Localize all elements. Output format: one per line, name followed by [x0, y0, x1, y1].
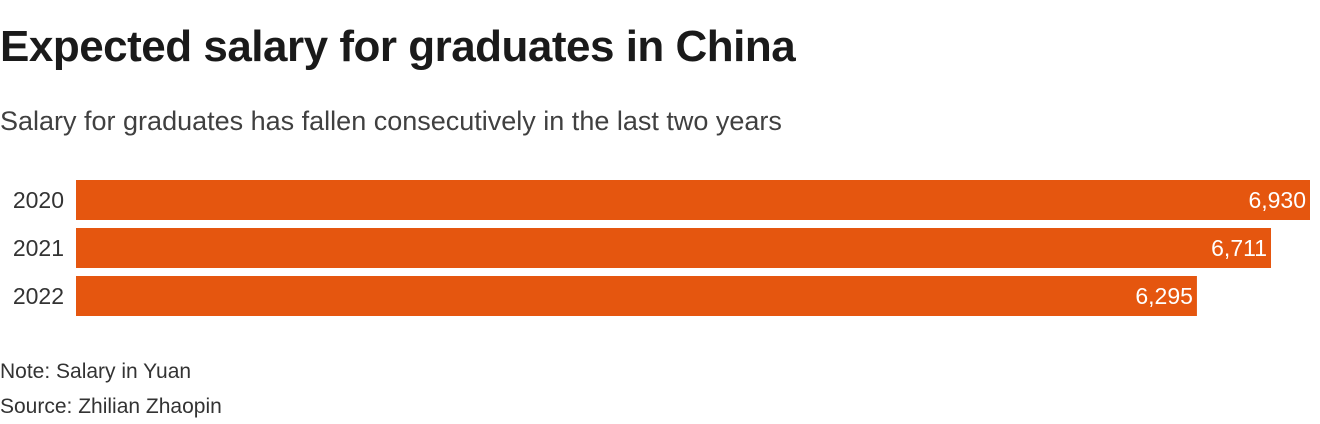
chart-note: Note: Salary in Yuan [0, 360, 192, 383]
value-label-2022: 6,295 [1135, 283, 1193, 309]
bar-chart: 2020 6,930 2021 6,711 2022 6,295 [13, 180, 1310, 316]
chart-source: Source: Zhilian Zhaopin [0, 395, 222, 418]
category-label-2022: 2022 [13, 283, 64, 309]
category-label-2021: 2021 [13, 235, 64, 261]
category-label-2020: 2020 [13, 187, 64, 213]
chart-subtitle: Salary for graduates has fallen consecut… [0, 106, 782, 136]
value-label-2021: 6,711 [1211, 235, 1267, 261]
value-label-2020: 6,930 [1248, 187, 1306, 213]
bar-2021 [76, 228, 1272, 268]
bar-2020 [76, 180, 1310, 220]
bar-2022 [76, 276, 1197, 316]
chart-title: Expected salary for graduates in China [0, 22, 796, 71]
